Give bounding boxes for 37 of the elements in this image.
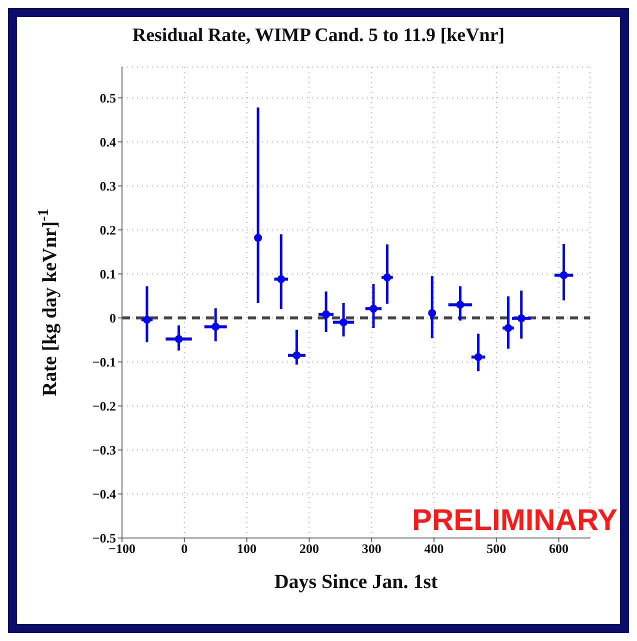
point [504,324,512,332]
y-tick-label: −0.4 [92,486,116,502]
point [174,335,183,344]
point [142,316,151,324]
x-tick-label: 0 [181,541,188,556]
x-tick-label: 300 [362,541,382,556]
point [212,322,220,331]
y-tick-label: 0 [110,310,116,326]
x-tick-label: 500 [486,541,506,556]
y-tick-label: −0.5 [92,530,116,546]
point [560,271,568,280]
x-tick-label: 200 [299,541,319,556]
point [254,234,262,242]
chart-title: Residual Rate, WIMP Cand. 5 to 11.9 [keVnr] [131,25,506,47]
annotation: PRELIMINARY [412,504,618,538]
point [383,273,392,282]
y-tick-label: 0.2 [100,222,116,238]
y-tick-label: −0.2 [92,398,116,414]
point [322,310,330,318]
x-tick-label: 400 [424,541,444,556]
x-tick-label: 600 [549,541,569,556]
point [292,351,301,360]
point [277,275,286,284]
y-tick-label: 0.4 [100,134,116,150]
y-tick-label: −0.3 [92,442,116,458]
y-tick-label: 0.5 [100,90,116,106]
point [369,304,378,313]
y-tick-label: 0.3 [100,178,116,194]
point [474,353,482,362]
point [428,309,436,318]
point [517,314,526,322]
y-tick-label: 0.1 [100,266,116,282]
y-tick-label: −0.1 [92,354,116,370]
x-tick-label: 100 [237,541,257,556]
point [456,300,464,309]
point [340,318,348,326]
x-axis-title: Days Since Jan. 1st [274,571,438,593]
